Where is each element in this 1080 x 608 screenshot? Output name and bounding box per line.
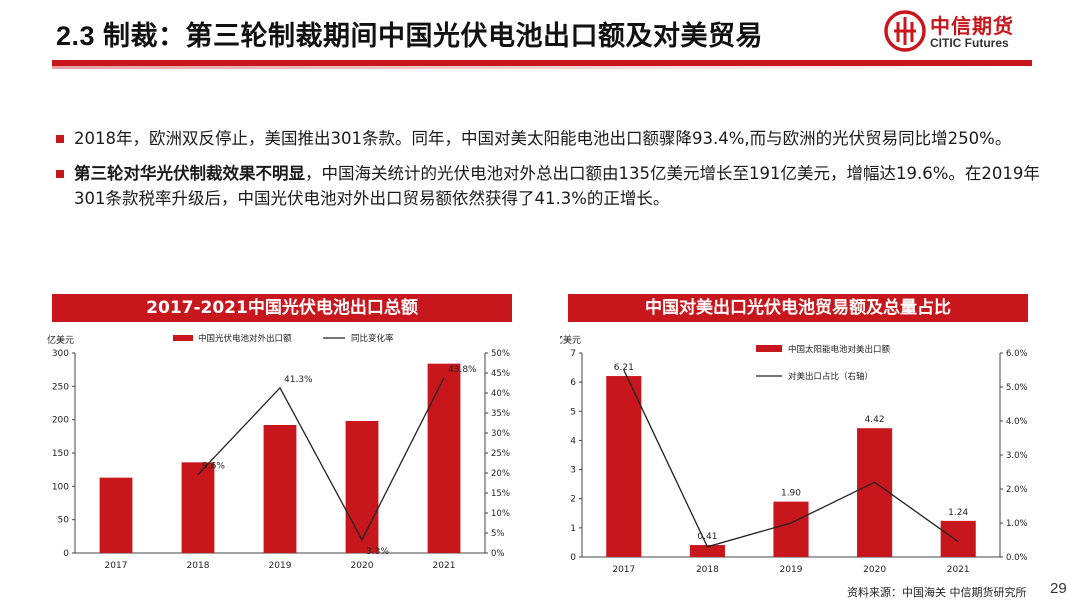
chart1-line-label: 41.3%: [284, 375, 313, 385]
chart2-y2tick-label: 0.0%: [1006, 553, 1028, 563]
chart2-y2tick-label: 2.0%: [1006, 485, 1028, 495]
chart1-ytick-label: 200: [52, 416, 69, 426]
chart1-bar: [345, 421, 379, 553]
bullet-bold-text: 第三轮对华光伏制裁效果不明显: [74, 164, 305, 183]
chart1-legend-line-label: 同比变化率: [351, 333, 394, 344]
chart2-bar-label: 0.41: [697, 532, 717, 542]
chart2-y2tick-label: 3.0%: [1006, 451, 1028, 461]
chart2-xtick-label: 2017: [612, 565, 635, 575]
company-logo: 中信期货 CITIC Futures: [882, 6, 1042, 56]
chart1-xtick-label: 2018: [187, 561, 210, 571]
chart1-ytick-label: 100: [52, 482, 69, 492]
chart2-xtick-label: 2019: [780, 565, 803, 575]
chart1-ytick-label: 50: [58, 516, 70, 526]
chart1-ylabel: 亿美元: [47, 334, 74, 346]
logo-english: CITIC Futures: [930, 36, 1009, 50]
chart2-bar-label: 1.90: [781, 489, 801, 499]
chart1-y2tick-label: 40%: [491, 389, 510, 399]
chart2-xtick-label: 2021: [947, 565, 970, 575]
bullet-square-icon: [56, 135, 64, 143]
chart1-line-label: 3.3%: [366, 547, 389, 557]
chart2-bar: [606, 376, 642, 557]
chart2-ytick-label: 5: [570, 407, 576, 417]
header-divider: [52, 60, 1032, 66]
chart1-line-label: 9.6%: [202, 462, 225, 472]
bullet-text: 2018年，欧洲双反停止，美国推出301条款。同年，中国对美太阳能电池出口额骤降…: [74, 129, 1012, 148]
chart1-y2tick-label: 50%: [491, 349, 510, 359]
chart1-ytick-label: 250: [52, 382, 69, 392]
chart2-y2tick-label: 5.0%: [1006, 383, 1028, 393]
logo-name: 中信期货: [930, 14, 1014, 38]
chart1-ytick-label: 300: [52, 349, 69, 359]
header-divider-shadow: [52, 66, 1032, 69]
chart1-y2tick-label: 45%: [491, 369, 510, 379]
chart2-y2tick-label: 4.0%: [1006, 417, 1028, 427]
chart1-ytick-label: 150: [52, 449, 69, 459]
chart1-legend-bar-label: 中国光伏电池对外出口额: [198, 333, 292, 344]
chart2-ytick-label: 2: [570, 495, 576, 505]
chart2-legend-bar-label: 中国太阳能电池对美出口额: [788, 344, 891, 355]
chart2-ytick-label: 7: [570, 349, 576, 359]
us-export-chart: 亿美元 0 1 2 3 4 5 6 7 0.0% 1.0% 2.0% 3.0% 4.0% 5.0% 6.0% 2…: [560, 334, 1028, 575]
chart2-legend-line-label: 对美出口占比（右轴）: [788, 371, 873, 382]
chart2-ytick-label: 3: [570, 466, 576, 476]
chart1-legend-bar-swatch: [173, 335, 193, 341]
citic-emblem-icon: [884, 10, 926, 52]
chart2-ylabel: 亿美元: [560, 334, 581, 346]
chart1-y2tick-label: 15%: [491, 489, 510, 499]
chart1-xtick-label: 2020: [351, 561, 374, 571]
chart2-bar-label: 6.21: [614, 363, 634, 373]
chart1-bar: [427, 363, 461, 553]
bullet-item: 2018年，欧洲双反停止，美国推出301条款。同年，中国对美太阳能电池出口额骤降…: [56, 126, 1046, 151]
chart2-ytick-label: 1: [570, 524, 576, 534]
chart2-ytick-label: 0: [570, 553, 576, 563]
page-title: 2.3 制裁：第三轮制裁期间中国光伏电池出口额及对美贸易: [56, 21, 764, 51]
chart2-bar-label: 1.24: [948, 508, 968, 518]
chart1-bar: [181, 462, 215, 553]
chart2-legend-bar-swatch: [756, 345, 782, 352]
chart2-bar-label: 4.42: [865, 415, 885, 425]
export-total-chart: 亿美元 0 50 100 150 200 250 300 0% 5% 10% 15% 20% 25% 30%…: [47, 333, 510, 571]
chart2-ytick-label: 4: [570, 436, 576, 446]
page-number: 29: [1050, 580, 1067, 597]
chart1-xtick-label: 2021: [433, 561, 456, 571]
chart1-bar: [99, 477, 133, 553]
bullet-list: 2018年，欧洲双反停止，美国推出301条款。同年，中国对美太阳能电池出口额骤降…: [56, 126, 1046, 221]
chart1-line-label: 43.8%: [448, 365, 477, 375]
bullet-text: ，中国海关统计的光伏电池对外总出口额由135亿美元增长至191亿美元，增幅达19…: [74, 164, 1040, 208]
source-note: 资料来源：中国海关 中信期货研究所: [847, 586, 1027, 599]
chart1-line-series: [197, 377, 445, 542]
chart2-title: 中国对美出口光伏电池贸易额及总量占比: [568, 294, 1028, 322]
chart2-ytick-label: 6: [570, 378, 576, 388]
chart2-y2tick-label: 1.0%: [1006, 519, 1028, 529]
chart1-bar: [263, 425, 297, 553]
chart1-ytick-label: 0: [63, 549, 69, 559]
chart2-xtick-label: 2020: [863, 565, 886, 575]
chart1-xtick-label: 2017: [105, 561, 128, 571]
chart1-y2tick-label: 20%: [491, 469, 510, 479]
chart1-y2tick-label: 10%: [491, 509, 510, 519]
chart2-xtick-label: 2018: [696, 565, 719, 575]
bullet-item: 第三轮对华光伏制裁效果不明显，中国海关统计的光伏电池对外总出口额由135亿美元增…: [56, 161, 1046, 211]
chart1-y2tick-label: 0%: [491, 549, 505, 559]
chart2-y2tick-label: 6.0%: [1006, 349, 1028, 359]
chart1-y2tick-label: 35%: [491, 409, 510, 419]
chart2-bar: [689, 545, 725, 557]
chart1-y2tick-label: 25%: [491, 449, 510, 459]
bullet-square-icon: [56, 170, 64, 178]
chart1-y2tick-label: 30%: [491, 429, 510, 439]
chart1-y2tick-label: 5%: [491, 529, 505, 539]
chart2-bar: [773, 501, 809, 557]
chart2-line-series: [623, 369, 959, 548]
chart2-bar: [857, 428, 893, 557]
chart2-bar: [940, 520, 976, 557]
chart1-xtick-label: 2019: [269, 561, 292, 571]
chart1-title: 2017-2021中国光伏电池出口总额: [52, 294, 512, 322]
